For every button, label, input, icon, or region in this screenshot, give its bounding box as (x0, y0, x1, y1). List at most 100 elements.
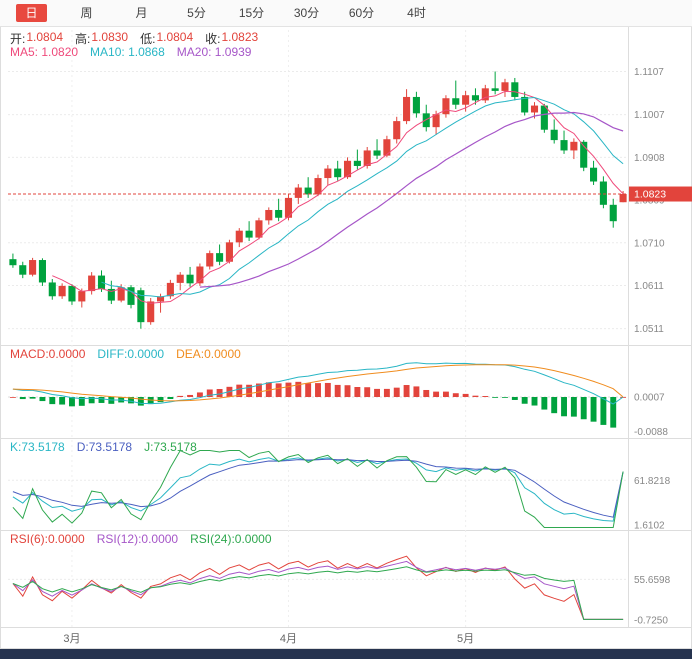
ma10-line (101, 96, 624, 298)
candle-body (235, 230, 243, 243)
macd-hist-bar (187, 394, 194, 397)
candle-body (304, 187, 312, 195)
rsi-axis-label: 55.6598 (634, 575, 671, 586)
macd-hist-bar (69, 397, 75, 407)
macd-hist-bar (49, 397, 56, 405)
candle-body (619, 194, 627, 203)
macd-hist-bar (374, 388, 380, 397)
tab-month-label: 月 (135, 6, 148, 20)
candle-body (176, 274, 184, 283)
tab-5min-label: 5分 (187, 6, 206, 20)
candle-body (511, 82, 519, 97)
candle-body (68, 285, 76, 302)
candle-body (442, 98, 450, 115)
chart-frame (0, 26, 692, 649)
candle-body (216, 253, 224, 262)
macd-hist-bar (511, 397, 518, 400)
candle-body (540, 105, 548, 130)
tab-5min[interactable]: 5分 (169, 4, 224, 22)
price-axis-label: 1.0611 (634, 281, 664, 292)
candle-body (353, 160, 361, 166)
candle-body (206, 253, 214, 267)
kdj-axis-label: 1.6102 (634, 520, 665, 531)
tab-60min-label: 60分 (348, 6, 375, 20)
candle-body (324, 168, 332, 179)
candle-body (452, 98, 460, 105)
candle-body (9, 259, 17, 266)
candle-body (383, 139, 391, 156)
price-axis-label: 1.1107 (634, 67, 664, 78)
macd-hist-bar (305, 383, 312, 397)
tab-30min-label: 30分 (293, 6, 320, 20)
macd-hist-bar (334, 384, 341, 397)
rsi-axis-label: -0.7250 (634, 615, 668, 626)
macd-hist-bar (492, 397, 499, 398)
macd-hist-bar (157, 397, 164, 403)
macd-hist-bar (610, 397, 617, 428)
macd-hist-bar (482, 396, 489, 397)
chart-canvas[interactable]: 3月4月5月1.11071.10071.09081.08091.07101.06… (0, 26, 692, 649)
price-axis-label: 1.1007 (634, 110, 665, 121)
macd-hist-bar (541, 397, 548, 410)
candle-body (334, 168, 342, 178)
candle-body (225, 242, 233, 262)
macd-axis-label: -0.0088 (634, 427, 668, 438)
macd-hist-bar (246, 384, 253, 397)
j-line (12, 449, 624, 528)
current-price-badge-label: 1.0823 (634, 189, 666, 201)
tab-day[interactable]: 日 (4, 4, 59, 22)
candle-body (599, 181, 607, 205)
tab-4hour[interactable]: 4时 (389, 4, 444, 22)
tab-60min[interactable]: 60分 (334, 4, 389, 22)
tab-15min[interactable]: 15分 (224, 4, 279, 22)
tab-week[interactable]: 周 (59, 4, 114, 22)
tab-15min-label: 15分 (238, 6, 265, 20)
candle-body (137, 290, 145, 323)
month-axis-label: 5月 (457, 633, 474, 645)
month-axis-label: 3月 (63, 633, 80, 645)
macd-hist-bar (236, 384, 243, 397)
macd-hist-bar (393, 387, 400, 397)
macd-hist-bar (256, 383, 262, 397)
candle-body (462, 95, 470, 105)
macd-hist-bar (462, 393, 469, 397)
candle-body (560, 140, 568, 151)
d-line (12, 458, 624, 518)
macd-hist-bar (354, 386, 361, 397)
macd-hist-bar (285, 382, 292, 397)
candle-body (196, 266, 204, 284)
macd-hist-bar (206, 389, 213, 397)
macd-hist-bar (472, 395, 479, 397)
candle-body (48, 282, 56, 297)
tab-30min[interactable]: 30分 (279, 4, 334, 22)
candle-body (275, 209, 283, 218)
candle-body (166, 282, 174, 297)
candle-body (393, 121, 401, 140)
candle-body (29, 260, 37, 275)
macd-hist-bar (324, 382, 331, 397)
candle-body (107, 288, 115, 301)
macd-hist-bar (147, 397, 154, 405)
macd-hist-bar (561, 397, 567, 417)
bottom-bar (0, 649, 692, 659)
macd-hist-bar (88, 397, 95, 404)
kdj-axis-label: 61.8218 (634, 476, 671, 487)
price-axis-label: 1.0710 (634, 238, 665, 249)
macd-hist-bar (315, 383, 321, 397)
macd-hist-bar (177, 395, 184, 397)
candle-body (432, 114, 440, 128)
candle-body (58, 285, 66, 297)
candle-body (117, 287, 125, 301)
macd-hist-bar (590, 397, 597, 422)
macd-axis-label: 0.0007 (634, 393, 665, 404)
macd-hist-bar (442, 391, 449, 397)
tab-month[interactable]: 月 (114, 4, 169, 22)
macd-hist-bar (167, 397, 174, 399)
macd-hist-bar (551, 397, 558, 414)
macd-hist-bar (570, 397, 577, 417)
candle-body (609, 204, 617, 222)
macd-hist-bar (531, 397, 538, 406)
candle-body (363, 150, 371, 166)
candle-body (255, 220, 263, 238)
candle-body (590, 167, 598, 182)
